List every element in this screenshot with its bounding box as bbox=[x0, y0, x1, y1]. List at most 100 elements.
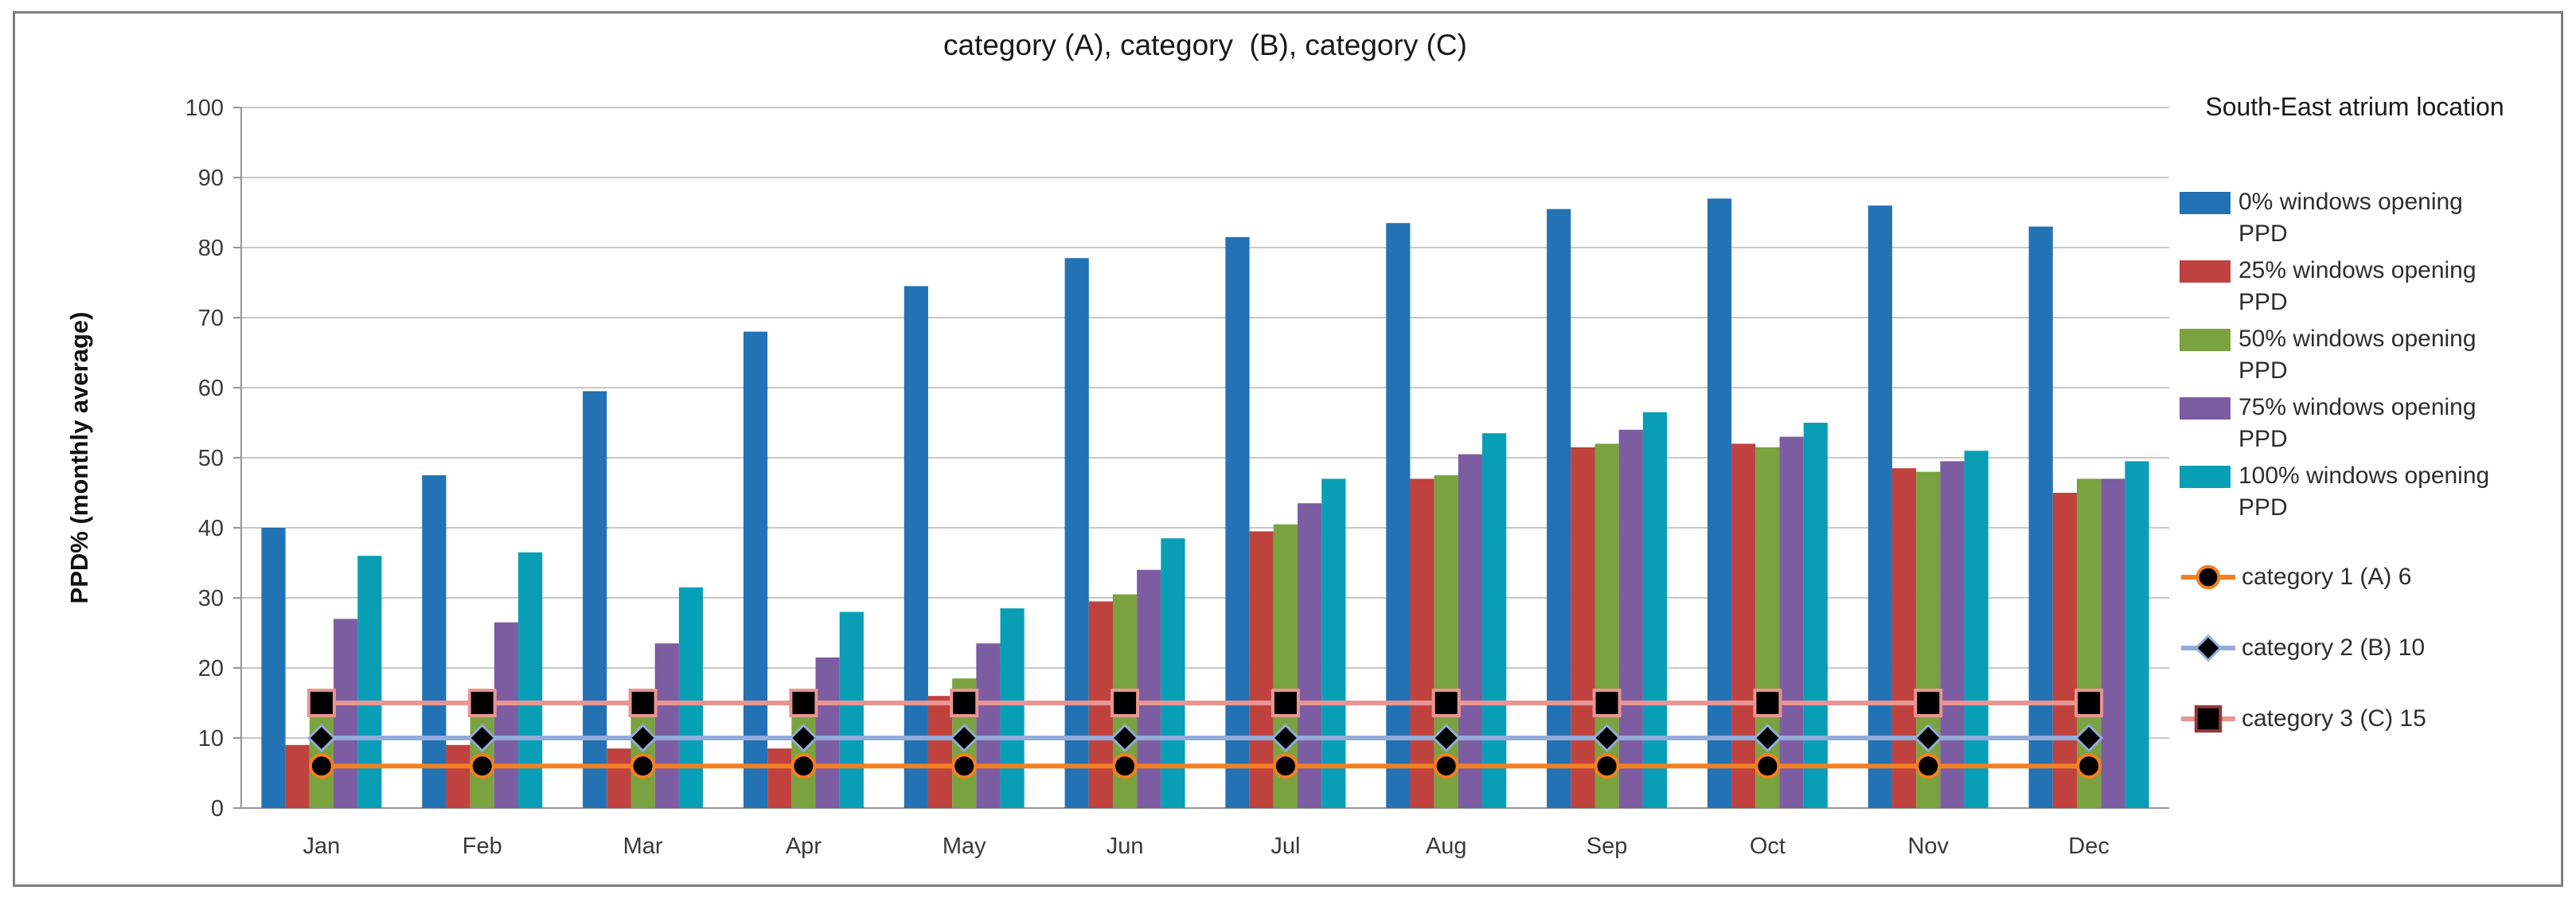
legend-label: category 3 (C) 15 bbox=[2242, 705, 2426, 732]
y-tick-label: 50 bbox=[198, 446, 224, 471]
line-marker-circle bbox=[2076, 753, 2102, 779]
line-marker-diamond bbox=[306, 723, 337, 753]
x-tick-label-sep: Sep bbox=[1587, 834, 1628, 859]
x-tick-label-feb: Feb bbox=[463, 834, 502, 859]
line-marker-square bbox=[1914, 689, 1943, 717]
line-marker-square bbox=[1110, 689, 1140, 717]
bar-0-windows-opening-ppd-may bbox=[904, 286, 928, 808]
line-marker-square bbox=[1592, 689, 1622, 717]
bar-100-windows-opening-ppd-feb bbox=[518, 552, 543, 808]
bar-0-windows-opening-ppd-nov bbox=[1868, 205, 1892, 808]
bar-75-windows-opening-ppd-nov bbox=[1940, 461, 1965, 808]
y-tick-label: 80 bbox=[198, 236, 224, 261]
bar-75-windows-opening-ppd-jun bbox=[1137, 569, 1161, 808]
y-tick-label: 30 bbox=[198, 586, 224, 611]
y-tick-label: 100 bbox=[185, 96, 224, 121]
bar-25-windows-opening-ppd-nov bbox=[1891, 468, 1917, 808]
legend-item-bar: 25% windows opening PPD bbox=[2180, 255, 2571, 318]
bar-0-windows-opening-ppd-sep bbox=[1547, 209, 1571, 809]
x-tick-label-aug: Aug bbox=[1426, 834, 1467, 859]
bar-100-windows-opening-ppd-jul bbox=[1321, 478, 1346, 808]
y-tick-label: 10 bbox=[198, 726, 224, 752]
bar-100-windows-opening-ppd-mar bbox=[678, 587, 704, 808]
bar-0-windows-opening-ppd-aug bbox=[1386, 223, 1411, 808]
y-tick-label: 60 bbox=[198, 376, 224, 401]
line-marker-circle bbox=[1594, 753, 1620, 779]
line-marker-circle bbox=[951, 753, 978, 779]
bar-100-windows-opening-ppd-apr bbox=[839, 611, 864, 808]
legend-item-line: category 1 (A) 6 bbox=[2180, 560, 2571, 595]
line-marker-circle bbox=[1915, 753, 1942, 779]
legend-items: 0% windows opening PPD 25% windows openin… bbox=[2180, 186, 2571, 736]
legend-swatch bbox=[2180, 192, 2231, 214]
line-marker-circle bbox=[2195, 564, 2221, 590]
legend-item-bar: 50% windows opening PPD bbox=[2180, 323, 2571, 387]
line-marker-square bbox=[2074, 689, 2104, 717]
bar-75-windows-opening-ppd-oct bbox=[1779, 436, 1804, 808]
y-tick-label: 40 bbox=[198, 516, 224, 541]
legend-swatch bbox=[2180, 397, 2231, 420]
line-marker-diamond bbox=[950, 723, 979, 753]
bar-100-windows-opening-ppd-nov bbox=[1964, 451, 1989, 808]
x-tick-label-mar: Mar bbox=[623, 834, 663, 859]
bar-0-windows-opening-ppd-oct bbox=[1707, 198, 1732, 808]
bar-75-windows-opening-ppd-feb bbox=[494, 622, 519, 808]
bar-100-windows-opening-ppd-may bbox=[1000, 608, 1025, 808]
bar-100-windows-opening-ppd-sep bbox=[1642, 412, 1668, 808]
bar-0-windows-opening-ppd-feb bbox=[422, 475, 447, 808]
bar-50-windows-opening-ppd-dec bbox=[2076, 478, 2102, 808]
legend-item-bar: 0% windows opening PPD bbox=[2180, 186, 2571, 250]
line-marker-circle bbox=[1433, 753, 1459, 779]
bar-75-windows-opening-ppd-apr bbox=[815, 657, 840, 808]
bar-0-windows-opening-ppd-jun bbox=[1064, 258, 1089, 808]
legend-swatch bbox=[2180, 466, 2231, 488]
square-marker-icon bbox=[2181, 705, 2235, 733]
line-marker-circle bbox=[1112, 753, 1138, 779]
x-tick-label-apr: Apr bbox=[786, 834, 822, 859]
line-marker-square bbox=[1431, 689, 1461, 717]
bar-100-windows-opening-ppd-oct bbox=[1803, 423, 1828, 808]
y-tick-label: 20 bbox=[198, 656, 224, 681]
line-marker-diamond bbox=[789, 723, 818, 753]
bar-100-windows-opening-ppd-jan bbox=[357, 556, 382, 808]
legend-label: category 1 (A) 6 bbox=[2242, 564, 2412, 590]
line-marker-circle bbox=[469, 753, 495, 779]
bar-25-windows-opening-ppd-feb bbox=[446, 744, 470, 808]
line-marker-square bbox=[1753, 689, 1782, 717]
x-tick-label-jun: Jun bbox=[1107, 834, 1144, 859]
bar-0-windows-opening-ppd-jul bbox=[1225, 236, 1250, 808]
bar-75-windows-opening-ppd-jan bbox=[334, 619, 358, 808]
line-marker-circle bbox=[1754, 753, 1781, 779]
line-marker-diamond bbox=[628, 723, 658, 753]
line-marker-circle bbox=[630, 753, 656, 779]
circle-marker-icon bbox=[2181, 564, 2235, 590]
line-marker-circle bbox=[1272, 753, 1298, 779]
bar-25-windows-opening-ppd-dec bbox=[2052, 493, 2077, 808]
bar-75-windows-opening-ppd-dec bbox=[2101, 478, 2125, 808]
bar-25-windows-opening-ppd-may bbox=[927, 696, 953, 808]
x-tick-label-dec: Dec bbox=[2068, 834, 2110, 859]
line-marker-diamond bbox=[1753, 723, 1782, 753]
legend-label: 0% windows opening PPD bbox=[2238, 189, 2463, 247]
line-marker-diamond bbox=[2074, 723, 2104, 753]
bar-25-windows-opening-ppd-jul bbox=[1249, 531, 1274, 808]
bar-75-windows-opening-ppd-mar bbox=[654, 643, 679, 808]
line-marker-circle bbox=[790, 753, 817, 779]
x-tick-label-oct: Oct bbox=[1750, 834, 1786, 859]
line-marker-square bbox=[2194, 705, 2223, 733]
legend-item-bar: 100% windows opening PPD bbox=[2180, 460, 2571, 524]
bar-0-windows-opening-ppd-apr bbox=[743, 331, 768, 809]
bar-75-windows-opening-ppd-aug bbox=[1458, 454, 1483, 808]
legend-item-line: category 2 (B) 10 bbox=[2180, 631, 2571, 666]
line-marker-diamond bbox=[2194, 634, 2223, 662]
bar-25-windows-opening-ppd-oct bbox=[1731, 443, 1756, 808]
line-marker-diamond bbox=[1914, 723, 1943, 753]
legend-label: category 2 (B) 10 bbox=[2242, 634, 2426, 661]
legend-label: 100% windows opening PPD bbox=[2238, 463, 2490, 521]
legend-label: 75% windows opening PPD bbox=[2238, 394, 2476, 452]
bar-100-windows-opening-ppd-dec bbox=[2125, 461, 2149, 808]
y-tick-label: 90 bbox=[198, 166, 224, 191]
bar-0-windows-opening-ppd-dec bbox=[2028, 226, 2053, 809]
y-tick-label: 0 bbox=[211, 796, 224, 822]
